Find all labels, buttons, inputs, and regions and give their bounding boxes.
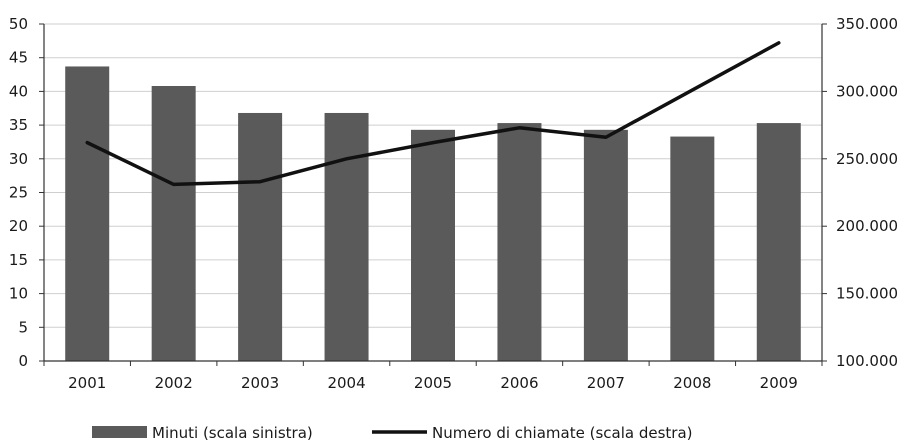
x-tick-label: 2002 xyxy=(155,374,193,392)
bar-2008 xyxy=(670,136,715,361)
x-tick-label: 2006 xyxy=(500,374,538,392)
right-tick-label: 100.000 xyxy=(836,352,898,370)
left-tick-label: 5 xyxy=(18,318,28,336)
left-tick-label: 15 xyxy=(9,251,28,269)
bar-2006 xyxy=(497,123,542,361)
bar-2005 xyxy=(411,129,455,361)
bar-2007 xyxy=(583,129,628,361)
right-axis-ticks: 100.000 150.000 200.000 250.000 300.000 350.0… xyxy=(822,15,898,370)
x-tick-label: 2003 xyxy=(241,374,279,392)
left-tick-label: 25 xyxy=(9,184,28,202)
legend: Minuti (scala sinistra) Numero di chiama… xyxy=(92,424,693,441)
left-tick-label: 30 xyxy=(9,150,28,168)
left-tick-label: 0 xyxy=(18,352,28,370)
right-tick-label: 150.000 xyxy=(836,285,898,303)
x-tick-label: 2007 xyxy=(587,374,625,392)
bar-2009 xyxy=(756,123,801,361)
legend-bar-swatch xyxy=(92,426,147,438)
x-tick-label: 2005 xyxy=(414,374,452,392)
left-tick-label: 20 xyxy=(9,217,28,235)
bar-2001 xyxy=(65,66,110,361)
line-series xyxy=(85,41,781,187)
right-tick-label: 250.000 xyxy=(836,150,898,168)
right-tick-label: 200.000 xyxy=(836,217,898,235)
x-tick-label: 2008 xyxy=(673,374,711,392)
left-tick-label: 10 xyxy=(9,285,28,303)
legend-bar-label: Minuti (scala sinistra) xyxy=(152,424,313,441)
x-tick-label: 2001 xyxy=(68,374,106,392)
x-tick-label: 2009 xyxy=(760,374,798,392)
left-tick-label: 50 xyxy=(9,15,28,33)
bar-2002 xyxy=(151,86,196,362)
bar-2003 xyxy=(238,112,283,361)
right-tick-label: 300.000 xyxy=(836,82,898,100)
left-tick-label: 40 xyxy=(9,82,28,100)
x-tick-label: 2004 xyxy=(327,374,365,392)
right-tick-label: 350.000 xyxy=(836,15,898,33)
bar-series xyxy=(65,66,801,362)
x-axis-ticks: 2001 2002 2003 2004 2005 2006 2007 2008 2009 xyxy=(43,361,823,392)
left-tick-label: 35 xyxy=(9,116,28,134)
bar-2004 xyxy=(324,112,369,361)
left-tick-label: 45 xyxy=(9,49,28,67)
legend-line-label: Numero di chiamate (scala destra) xyxy=(432,424,693,441)
left-axis-ticks: 0 5 10 15 20 25 30 35 40 45 50 xyxy=(9,15,44,370)
